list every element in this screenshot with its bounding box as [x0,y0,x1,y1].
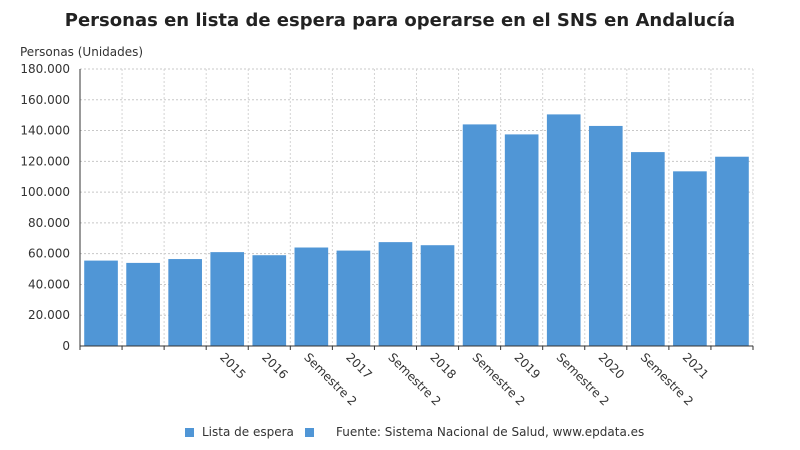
y-tick-label: 180.000 [20,62,70,76]
legend-label: Lista de espera [202,425,294,439]
x-tick-label: 2019 [512,350,543,381]
source-label: Fuente: Sistema Nacional de Salud, www.e… [336,425,645,439]
legend-item-source: Fuente: Sistema Nacional de Salud, www.e… [305,425,644,439]
bar[interactable] [336,250,371,346]
y-tick-label: 60.000 [28,247,70,261]
y-tick-label: 20.000 [28,308,70,322]
bar[interactable] [420,245,455,346]
legend-swatch [305,427,314,437]
x-tick-label: 2016 [259,350,290,381]
y-axis-label: Personas (Unidades) [20,45,144,59]
bars [84,114,749,347]
legend-swatch [185,427,194,437]
bar[interactable] [252,255,287,346]
bar[interactable] [126,262,160,346]
x-tick-label: 2018 [427,350,458,381]
y-tick-label: 80.000 [28,216,70,230]
bar[interactable] [588,125,623,346]
bar[interactable] [168,259,202,346]
y-tick-label: 140.000 [20,124,70,138]
bar[interactable] [462,124,497,347]
bar[interactable] [294,247,329,346]
bar[interactable] [504,134,539,346]
bar[interactable] [84,260,118,346]
legend-item-series[interactable]: Lista de espera [185,425,294,439]
bar[interactable] [631,152,665,346]
x-tick-label: 2020 [596,350,627,381]
x-tick-label: 2017 [343,350,374,381]
y-tick-label: 160.000 [20,93,70,107]
x-tick-label: 2015 [217,350,248,381]
y-tick-label: 100.000 [20,185,70,199]
y-tick-label: 40.000 [28,277,70,291]
x-axis [79,69,754,350]
chart-title: Personas en lista de espera para operars… [64,10,736,31]
y-tick-labels: 0 20.000 40.000 60.000 80.000 100.000 120.000 1… [20,62,70,353]
bar[interactable] [673,171,707,346]
bar[interactable] [546,114,581,347]
bar[interactable] [378,242,413,346]
y-tick-label: 0 [62,339,70,353]
bar[interactable] [715,156,749,346]
bar[interactable] [210,252,245,346]
bar-chart: 0 20.000 40.000 60.000 80.000 100.000 120.000 1… [20,62,754,409]
y-tick-label: 120.000 [20,154,70,168]
x-tick-label: 2021 [680,350,711,381]
